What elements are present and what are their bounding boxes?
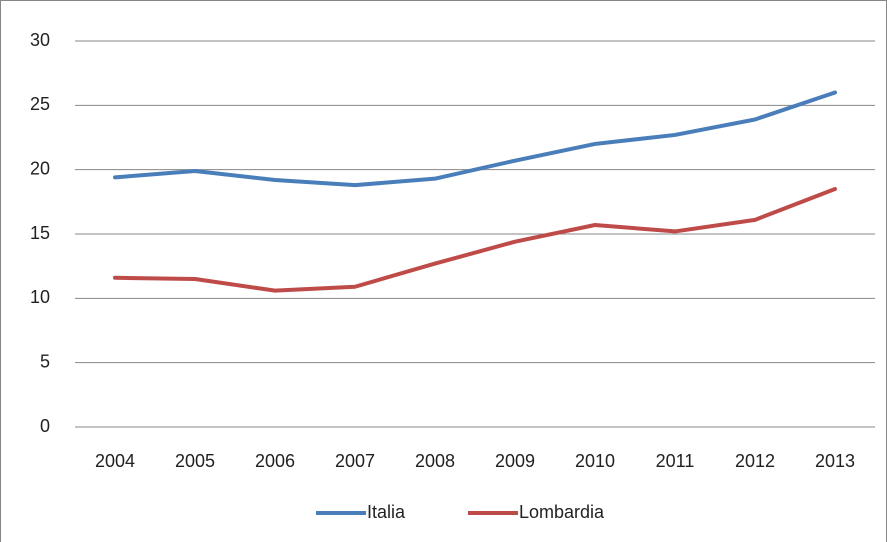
x-tick-label: 2004 [95,451,135,471]
series-line [113,186,837,293]
x-tick-label: 2010 [575,451,615,471]
x-tick-label: 2005 [175,451,215,471]
x-tick-label: 2011 [656,451,695,471]
x-tick-label: 2012 [735,451,775,471]
y-tick-label: 10 [30,287,50,307]
y-tick-label: 5 [40,351,50,371]
y-tick-label: 20 [30,158,50,178]
x-tick-label: 2006 [255,451,295,471]
x-tick-label: 2009 [495,451,535,471]
x-tick-label: 2008 [415,451,455,471]
x-tick-label: 2013 [815,451,855,471]
legend-label: Italia [367,502,406,522]
x-tick-label: 2007 [335,451,375,471]
legend-label: Lombardia [519,502,605,522]
y-tick-label: 15 [30,223,50,243]
series-line [113,90,837,188]
y-tick-label: 0 [40,416,50,436]
y-tick-label: 30 [30,30,50,50]
y-tick-label: 25 [30,94,50,114]
